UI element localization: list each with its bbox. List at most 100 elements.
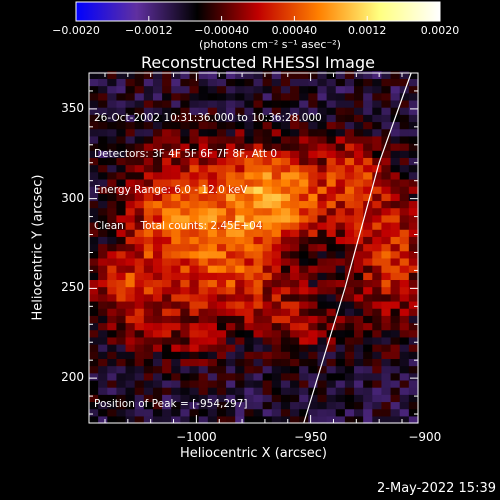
heatmap-cell — [335, 157, 346, 166]
heatmap-cell — [98, 401, 108, 410]
heatmap-cell — [381, 351, 392, 359]
heatmap-cell — [89, 200, 99, 209]
heatmap-cell — [363, 135, 373, 144]
heatmap-cell — [390, 171, 401, 180]
heatmap-cell — [207, 279, 218, 288]
heatmap-cell — [271, 171, 282, 180]
heatmap-cell — [299, 315, 309, 324]
heatmap-cell — [381, 114, 392, 123]
heatmap-cell — [271, 128, 282, 137]
heatmap-cell — [354, 365, 364, 374]
heatmap-cell — [317, 114, 328, 123]
heatmap-cell — [372, 250, 383, 259]
heatmap-cell — [271, 85, 282, 94]
heatmap-cell — [399, 408, 410, 417]
heatmap-cell — [399, 372, 410, 381]
heatmap-cell — [335, 186, 346, 194]
heatmap-cell — [107, 214, 118, 223]
heatmap-cell — [171, 78, 181, 87]
heatmap-cell — [216, 300, 227, 309]
heatmap-cell — [207, 200, 218, 209]
heatmap-cell — [89, 322, 99, 331]
heatmap-cell — [317, 372, 328, 381]
heatmap-cell — [152, 164, 163, 173]
heatmap-cell — [299, 99, 309, 108]
heatmap-cell — [226, 315, 236, 324]
heatmap-cell — [344, 372, 355, 381]
heatmap-cell — [198, 351, 209, 359]
heatmap-cell — [98, 408, 108, 417]
heatmap-cell — [262, 164, 273, 173]
heatmap-cell — [98, 92, 108, 101]
heatmap-cell — [134, 207, 145, 216]
heatmap-cell — [271, 279, 282, 288]
heatmap-cell — [116, 128, 127, 137]
heatmap-cell — [89, 150, 99, 158]
heatmap-cell — [226, 250, 236, 259]
heatmap-cell — [381, 344, 392, 352]
heatmap-cell — [171, 150, 181, 158]
heatmap-cell — [89, 171, 99, 180]
heatmap-cell — [198, 143, 209, 151]
heatmap-cell — [134, 408, 145, 417]
heatmap-cell — [280, 329, 291, 338]
heatmap-cell — [271, 236, 282, 245]
heatmap-cell — [354, 236, 364, 245]
heatmap-cell — [171, 114, 181, 123]
heatmap-cell — [125, 99, 136, 108]
heatmap-cell — [89, 293, 99, 302]
heatmap-cell — [326, 272, 337, 281]
heatmap-cell — [226, 157, 236, 166]
heatmap-cell — [299, 243, 309, 252]
heatmap-cell — [143, 207, 154, 216]
heatmap-cell — [381, 286, 392, 295]
heatmap-cell — [299, 193, 309, 202]
heatmap-cell — [399, 164, 410, 173]
heatmap-cell — [207, 178, 218, 187]
heatmap-cell — [171, 243, 181, 252]
heatmap-cell — [226, 200, 236, 209]
heatmap-cell — [171, 379, 181, 388]
heatmap-cell — [344, 78, 355, 87]
heatmap-cell — [354, 315, 364, 324]
heatmap-cell — [308, 200, 319, 209]
heatmap-cell — [107, 114, 118, 123]
heatmap-cell — [253, 200, 264, 209]
heatmap-cell — [171, 365, 181, 374]
heatmap-cell — [399, 193, 410, 202]
heatmap-cell — [344, 193, 355, 202]
heatmap-cell — [372, 322, 383, 331]
heatmap-cell — [299, 351, 309, 359]
heatmap-cell — [326, 279, 337, 288]
heatmap-cell — [354, 186, 364, 194]
heatmap-cell — [299, 358, 309, 367]
heatmap-cell — [290, 193, 300, 202]
heatmap-cell — [271, 315, 282, 324]
heatmap-cell — [390, 394, 401, 403]
heatmap-cell — [125, 171, 136, 180]
heatmap-cell — [271, 78, 282, 87]
heatmap-cell — [89, 193, 99, 202]
heatmap-cell — [125, 322, 136, 331]
heatmap-cell — [152, 85, 163, 94]
heatmap-cell — [326, 229, 337, 237]
heatmap-cell — [290, 92, 300, 101]
heatmap-cell — [152, 229, 163, 237]
heatmap-cell — [216, 78, 227, 87]
plot-frame — [88, 72, 419, 424]
heatmap-cell — [134, 243, 145, 252]
heatmap-cell — [344, 186, 355, 194]
heatmap-cell — [317, 171, 328, 180]
heatmap-cell — [280, 164, 291, 173]
heatmap-cell — [363, 71, 373, 79]
heatmap-cell — [107, 92, 118, 101]
colorbar-tick-label: −0.0012 — [124, 24, 173, 37]
heatmap-cell — [125, 286, 136, 295]
heatmap-cell — [326, 344, 337, 352]
heatmap-cell — [317, 164, 328, 173]
heatmap-cell — [308, 135, 319, 144]
heatmap-cell — [162, 329, 172, 338]
heatmap-cell — [143, 379, 154, 388]
heatmap-cell — [116, 171, 127, 180]
heatmap-cell — [171, 178, 181, 187]
